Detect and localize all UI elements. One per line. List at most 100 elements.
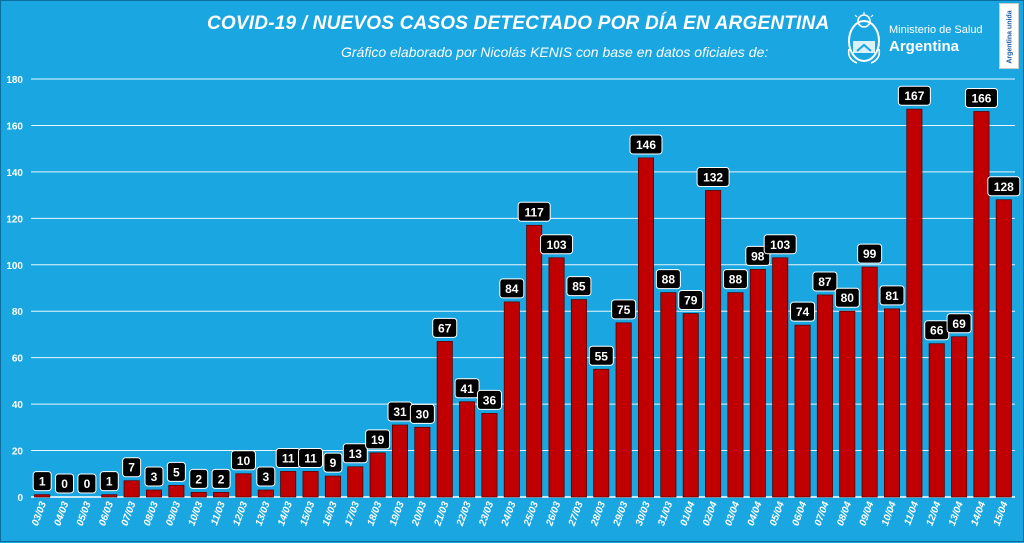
bar <box>526 224 543 498</box>
data-label-box <box>323 452 343 473</box>
bar <box>235 473 252 498</box>
data-label-box <box>812 271 838 292</box>
x-tick-label: 04/03 <box>52 500 71 528</box>
x-tick-label: 13/03 <box>254 500 273 528</box>
data-label-box <box>964 88 998 109</box>
data-label-box <box>256 466 276 487</box>
data-label-box <box>540 234 574 255</box>
bar <box>995 199 1012 498</box>
data-label: 84 <box>505 282 519 296</box>
bar <box>660 292 677 498</box>
x-tick-label: 12/03 <box>231 500 250 528</box>
data-label-box <box>32 471 52 492</box>
bar <box>727 292 744 498</box>
data-label-box <box>122 457 142 478</box>
chart-subtitle: Gráfico elaborado por Nicolás KENIS con … <box>341 44 769 60</box>
data-label-box <box>211 468 231 489</box>
data-label-box <box>166 461 186 482</box>
data-label-box <box>834 287 860 308</box>
x-tick-label: 27/03 <box>566 500 585 529</box>
data-label: 75 <box>617 303 631 317</box>
y-tick-label: 20 <box>12 447 24 458</box>
y-tick-label: 80 <box>12 307 24 318</box>
x-tick-label: 23/03 <box>477 500 496 529</box>
data-label: 74 <box>796 305 810 319</box>
bar <box>906 108 923 498</box>
bar <box>883 308 901 498</box>
data-label: 11 <box>282 451 295 465</box>
bar <box>772 257 789 498</box>
bar <box>34 494 51 498</box>
x-tick-label: 13/04 <box>947 500 966 528</box>
data-label-box <box>629 134 663 155</box>
data-label: 2 <box>195 472 202 486</box>
data-label: 103 <box>770 238 790 252</box>
x-tick-label: 28/03 <box>589 500 608 529</box>
chart-title: COVID-19 / NUEVOS CASOS DETECTADO POR DÍ… <box>207 13 830 34</box>
data-label-box <box>946 313 972 334</box>
data-label: 19 <box>371 433 385 447</box>
data-label-box <box>342 443 368 464</box>
data-label: 11 <box>304 451 317 465</box>
x-tick-label: 29/03 <box>611 500 630 529</box>
data-label: 2 <box>218 472 225 486</box>
data-label-box <box>857 243 883 264</box>
data-label-box <box>897 85 931 106</box>
data-label-box <box>611 299 637 320</box>
bar <box>459 401 476 498</box>
bar <box>213 491 230 498</box>
data-label: 1 <box>106 475 113 489</box>
bar <box>145 489 163 498</box>
x-tick-label: 11/03 <box>209 500 228 527</box>
data-label: 5 <box>173 465 180 479</box>
data-label-box <box>499 278 525 299</box>
bar <box>324 475 341 498</box>
data-label: 146 <box>636 138 656 152</box>
data-label-box <box>189 468 209 489</box>
data-label: 79 <box>684 294 698 308</box>
data-label: 167 <box>904 89 924 103</box>
x-tick-label: 09/04 <box>858 500 877 528</box>
argentina-unida-badge: Argentina unida <box>999 3 1019 69</box>
bar <box>705 190 722 498</box>
x-tick-label: 09/03 <box>164 500 183 528</box>
x-tick-label: 10/04 <box>880 500 899 528</box>
bar <box>593 368 610 498</box>
data-label: 0 <box>84 477 91 491</box>
x-tick-label: 06/03 <box>97 500 116 528</box>
x-tick-label: 05/03 <box>75 500 94 528</box>
data-label-box <box>476 389 502 410</box>
bar <box>168 484 185 498</box>
data-label: 13 <box>349 447 363 461</box>
bar <box>951 336 968 498</box>
data-label: 88 <box>662 273 676 287</box>
data-label-box <box>566 276 592 297</box>
bar <box>615 322 632 498</box>
data-label: 166 <box>971 92 991 106</box>
data-label-box <box>879 285 905 306</box>
data-label-box <box>55 473 75 494</box>
bar <box>682 313 699 498</box>
data-label: 7 <box>128 461 135 475</box>
data-label-box <box>588 345 614 366</box>
bar <box>928 343 945 498</box>
data-label-box <box>365 429 391 450</box>
y-tick-label: 120 <box>6 214 23 225</box>
bar <box>280 471 297 498</box>
x-tick-label: 10/03 <box>187 500 206 528</box>
x-tick-label: 05/04 <box>768 500 787 528</box>
y-tick-label: 180 <box>6 75 23 86</box>
x-tick-label: 22/03 <box>455 500 474 529</box>
data-label: 88 <box>729 273 743 287</box>
data-label: 99 <box>863 247 877 261</box>
data-label: 87 <box>818 275 832 289</box>
data-label: 81 <box>885 289 899 303</box>
data-label: 103 <box>547 238 567 252</box>
data-label-box <box>722 269 748 290</box>
data-label: 69 <box>952 317 966 331</box>
data-label: 31 <box>393 405 407 419</box>
x-tick-label: 21/03 <box>432 500 451 529</box>
bar <box>369 452 386 498</box>
data-label-box <box>517 201 551 222</box>
